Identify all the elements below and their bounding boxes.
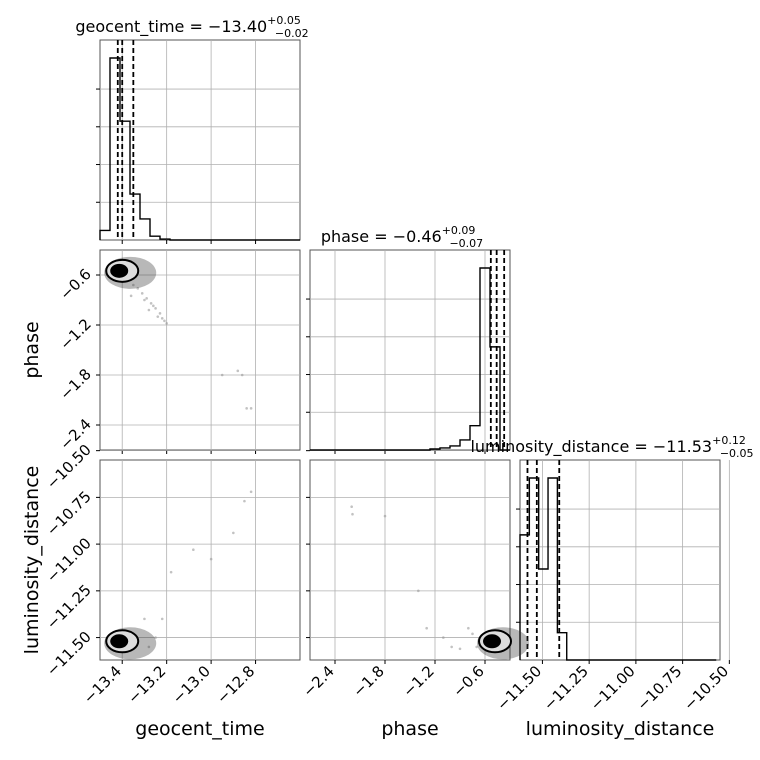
scatter-point-geocent_time_luminosity_distance [147,645,151,649]
scatter-point-phase_luminosity_distance [450,645,453,649]
histogram-geocent_time [99,57,300,241]
panel-frame-geocent_time-phase [99,249,301,451]
tick-label-x-phase: −1.2 [399,662,437,700]
tick-label-x-phase: −2.4 [299,662,337,700]
tick-label-x-phase: −1.8 [349,662,387,700]
tick-label-x-geocent_time: −13.0 [169,662,214,707]
tick-label-x-geocent_time: −13.4 [80,662,125,707]
scatter-point-geocent_time_phase [154,307,157,310]
axis-label-y-luminosity_distance: luminosity_distance [21,466,43,655]
scatter-point-phase_luminosity_distance [467,626,470,630]
contour-inner-geocent_time_phase [110,263,129,278]
title-phase: phase = −0.46+0.09 −0.07 [321,224,483,250]
scatter-point-geocent_time_phase [220,373,224,377]
scatter-point-geocent_time_phase [140,292,144,295]
scatter-point-geocent_time_luminosity_distance [143,617,146,621]
scatter-point-phase_luminosity_distance [458,647,462,651]
histogram-luminosity_distance [519,477,717,661]
scatter-point-phase_luminosity_distance [417,589,420,593]
scatter-point-phase_luminosity_distance [350,505,353,509]
scatter-point-geocent_time_phase [165,322,168,325]
tick-label-x-luminosity_distance: −11.25 [540,662,592,714]
axis-label-x-luminosity_distance: luminosity_distance [526,718,715,740]
scatter-point-geocent_time_luminosity_distance [160,617,164,621]
scatter-point-geocent_time_phase [145,297,148,300]
scatter-point-geocent_time_phase [245,407,248,410]
scatter-point-geocent_time_phase [163,319,166,323]
scatter-point-geocent_time_phase [158,312,162,315]
scatter-point-phase_luminosity_distance [351,512,354,516]
scatter-point-geocent_time_luminosity_distance [249,490,253,494]
scatter-point-phase_luminosity_distance [442,636,445,639]
scatter-point-geocent_time_luminosity_distance [209,557,213,561]
scatter-point-geocent_time_luminosity_distance [154,636,157,639]
title-luminosity_distance: luminosity_distance = −11.53+0.12 −0.05 [470,434,753,460]
scatter-point-geocent_time_phase [236,369,240,373]
axis-label-x-phase: phase [381,718,438,740]
scatter-point-geocent_time_phase [152,304,155,308]
tick-label-y-luminosity_distance: −11.00 [43,534,95,586]
scatter-point-geocent_time_phase [149,302,153,305]
tick-label-y-phase: −1.2 [56,315,94,353]
tick-label-y-luminosity_distance: −11.50 [43,628,95,680]
panel-frame-geocent_time-luminosity_distance [99,459,301,661]
contour-inner-phase_luminosity_distance [483,634,501,649]
scatter-point-geocent_time_luminosity_distance [169,570,173,574]
scatter-point-phase_luminosity_distance [425,626,428,630]
tick-label-x-luminosity_distance: −10.75 [633,662,685,714]
scatter-point-geocent_time_phase [136,287,140,290]
tick-label-y-luminosity_distance: −11.25 [43,581,95,633]
scatter-point-phase_luminosity_distance [383,514,387,518]
panel-frame-phase-luminosity_distance [309,459,511,661]
scatter-point-geocent_time_phase [156,315,160,318]
tick-label-x-luminosity_distance: −10.50 [680,662,732,714]
histogram-phase [310,267,510,451]
scatter-point-geocent_time_phase [147,308,151,312]
tick-label-x-phase: −0.6 [449,662,487,700]
tick-label-x-luminosity_distance: −11.50 [493,662,545,714]
tick-label-x-geocent_time: −13.2 [124,662,169,707]
scatter-point-geocent_time_phase [160,317,164,320]
tick-label-x-luminosity_distance: −11.00 [587,662,639,714]
tick-label-x-geocent_time: −12.8 [213,662,258,707]
scatter-point-phase_luminosity_distance [475,645,478,649]
title-geocent_time: geocent_time = −13.40+0.05 −0.02 [75,14,308,40]
tick-label-y-phase: −1.8 [56,365,94,403]
axis-label-y-phase: phase [21,321,43,378]
scatter-point-geocent_time_luminosity_distance [232,531,235,535]
panel-frame-luminosity_distance-luminosity_distance [519,459,721,661]
axis-label-x-geocent_time: geocent_time [135,718,264,740]
tick-label-y-luminosity_distance: −10.75 [43,487,95,539]
scatter-point-geocent_time_luminosity_distance [243,499,246,503]
scatter-point-geocent_time_luminosity_distance [192,548,195,552]
scatter-point-phase_luminosity_distance [471,632,474,636]
scatter-point-geocent_time_phase [240,373,244,377]
scatter-point-geocent_time_phase [249,407,253,410]
scatter-point-geocent_time_phase [143,298,146,302]
scatter-point-geocent_time_phase [129,294,133,298]
tick-label-y-phase: −0.6 [56,265,94,303]
scatter-point-geocent_time_phase [132,283,135,287]
contour-inner-geocent_time_luminosity_distance [110,634,129,649]
